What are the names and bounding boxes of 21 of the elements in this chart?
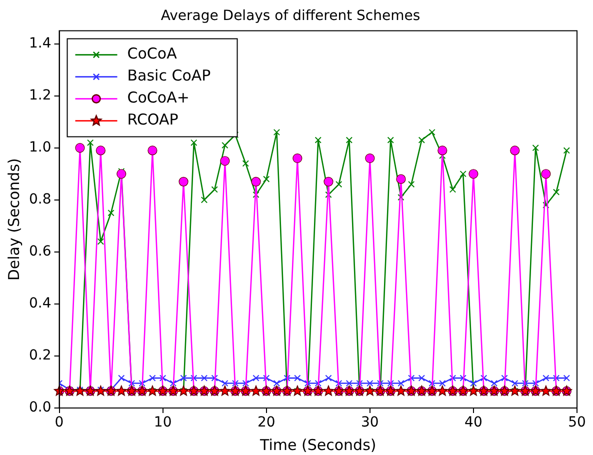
legend-label: RCOAP bbox=[127, 110, 178, 129]
y-tick-label: 1.4 bbox=[29, 35, 52, 52]
chart-title: Average Delays of different Schemes bbox=[160, 8, 420, 24]
x-tick-label: 30 bbox=[360, 414, 379, 431]
legend-label: Basic CoAP bbox=[127, 66, 211, 85]
y-tick-label: 0.8 bbox=[29, 192, 52, 208]
x-tick-label: 50 bbox=[568, 414, 586, 431]
x-tick-label: 20 bbox=[257, 414, 276, 431]
legend-label: CoCoA bbox=[127, 44, 178, 63]
x-tick-label: 0 bbox=[54, 414, 64, 431]
y-tick-label: 1.2 bbox=[29, 87, 52, 104]
x-tick-label: 10 bbox=[154, 414, 172, 431]
y-tick-label: 0.4 bbox=[29, 296, 52, 312]
y-tick-label: 0.6 bbox=[29, 244, 52, 260]
y-tick-label: 1.0 bbox=[29, 140, 52, 156]
x-axis-title: Time (Seconds) bbox=[259, 436, 376, 454]
x-tick-label: 40 bbox=[464, 414, 482, 431]
legend-label: CoCoA+ bbox=[127, 88, 190, 107]
y-axis-title: Delay (Seconds) bbox=[4, 158, 23, 281]
y-tick-label: 0.2 bbox=[29, 348, 52, 364]
y-tick-label: 0.0 bbox=[29, 400, 52, 416]
